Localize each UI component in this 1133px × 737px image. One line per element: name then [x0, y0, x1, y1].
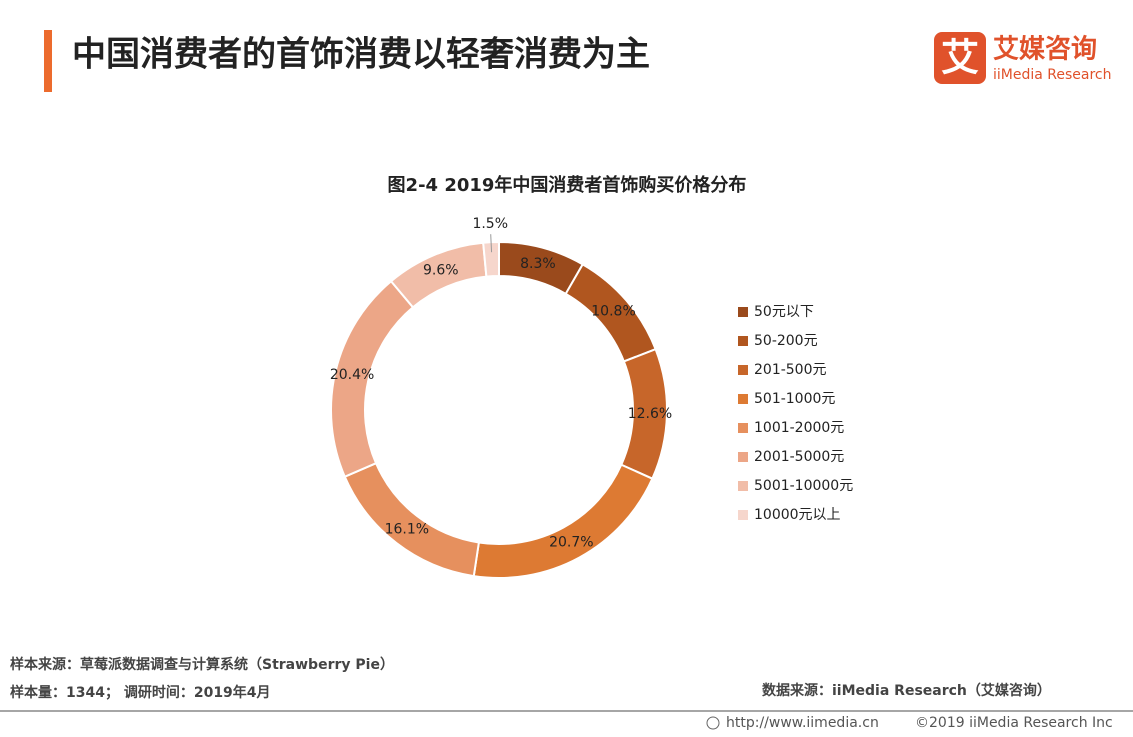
- legend-swatch: [738, 510, 748, 520]
- donut-segment: [482, 240, 500, 278]
- legend-swatch: [738, 423, 748, 433]
- leader-line: [490, 234, 493, 253]
- data-label: 10.8%: [591, 304, 635, 320]
- globe-icon: [706, 716, 720, 730]
- data-label: 12.6%: [628, 406, 672, 422]
- sample-source: 样本来源：草莓派数据调查与计算系统（Strawberry Pie）: [10, 656, 394, 673]
- legend-label: 1001-2000元: [754, 420, 844, 436]
- legend-swatch: [738, 452, 748, 462]
- legend-label: 5001-10000元: [754, 478, 853, 494]
- legend-label: 50-200元: [754, 333, 818, 349]
- copyright: ©2019 iiMedia Research Inc: [915, 715, 1113, 731]
- page-title: 中国消费者的首饰消费以轻奢消费为主: [72, 35, 650, 75]
- donut-chart: 8.3% 10.8% 12.6% 20.7% 16.1% 20.4% 9.6% 1.5% 50元…: [330, 216, 853, 579]
- data-label: 16.1%: [385, 522, 429, 538]
- legend-swatch: [738, 365, 748, 375]
- data-label: 1.5%: [472, 216, 508, 232]
- legend-label: 50元以下: [754, 304, 814, 320]
- logo-mark: 艾: [941, 36, 979, 80]
- data-label: 9.6%: [423, 263, 459, 279]
- logo-sub: iiMedia Research: [993, 67, 1112, 83]
- donut-segment: [343, 461, 481, 578]
- legend-swatch: [738, 394, 748, 404]
- legend-swatch: [738, 481, 748, 491]
- legend-swatch: [738, 336, 748, 346]
- data-source: 数据来源：iiMedia Research（艾媒咨询）: [762, 682, 1051, 699]
- donut-segment: [472, 463, 654, 579]
- legend-label: 201-500元: [754, 362, 827, 378]
- data-label: 20.4%: [330, 367, 374, 383]
- logo-name: 艾媒咨询: [993, 34, 1097, 65]
- legend-label: 501-1000元: [754, 391, 835, 407]
- sample-size: 样本量：1344； 调研时间：2019年4月: [10, 684, 271, 701]
- data-label: 20.7%: [549, 535, 593, 551]
- legend-swatch: [738, 307, 748, 317]
- data-label: 8.3%: [520, 256, 556, 272]
- logo-mark-bg: [934, 32, 986, 84]
- legend-label: 10000元以上: [754, 507, 841, 523]
- url: http://www.iimedia.cn: [726, 715, 879, 731]
- title-bar: [44, 30, 52, 92]
- legend-label: 2001-5000元: [754, 449, 844, 465]
- chart-title: 图2-4 2019年中国消费者首饰购买价格分布: [388, 174, 747, 196]
